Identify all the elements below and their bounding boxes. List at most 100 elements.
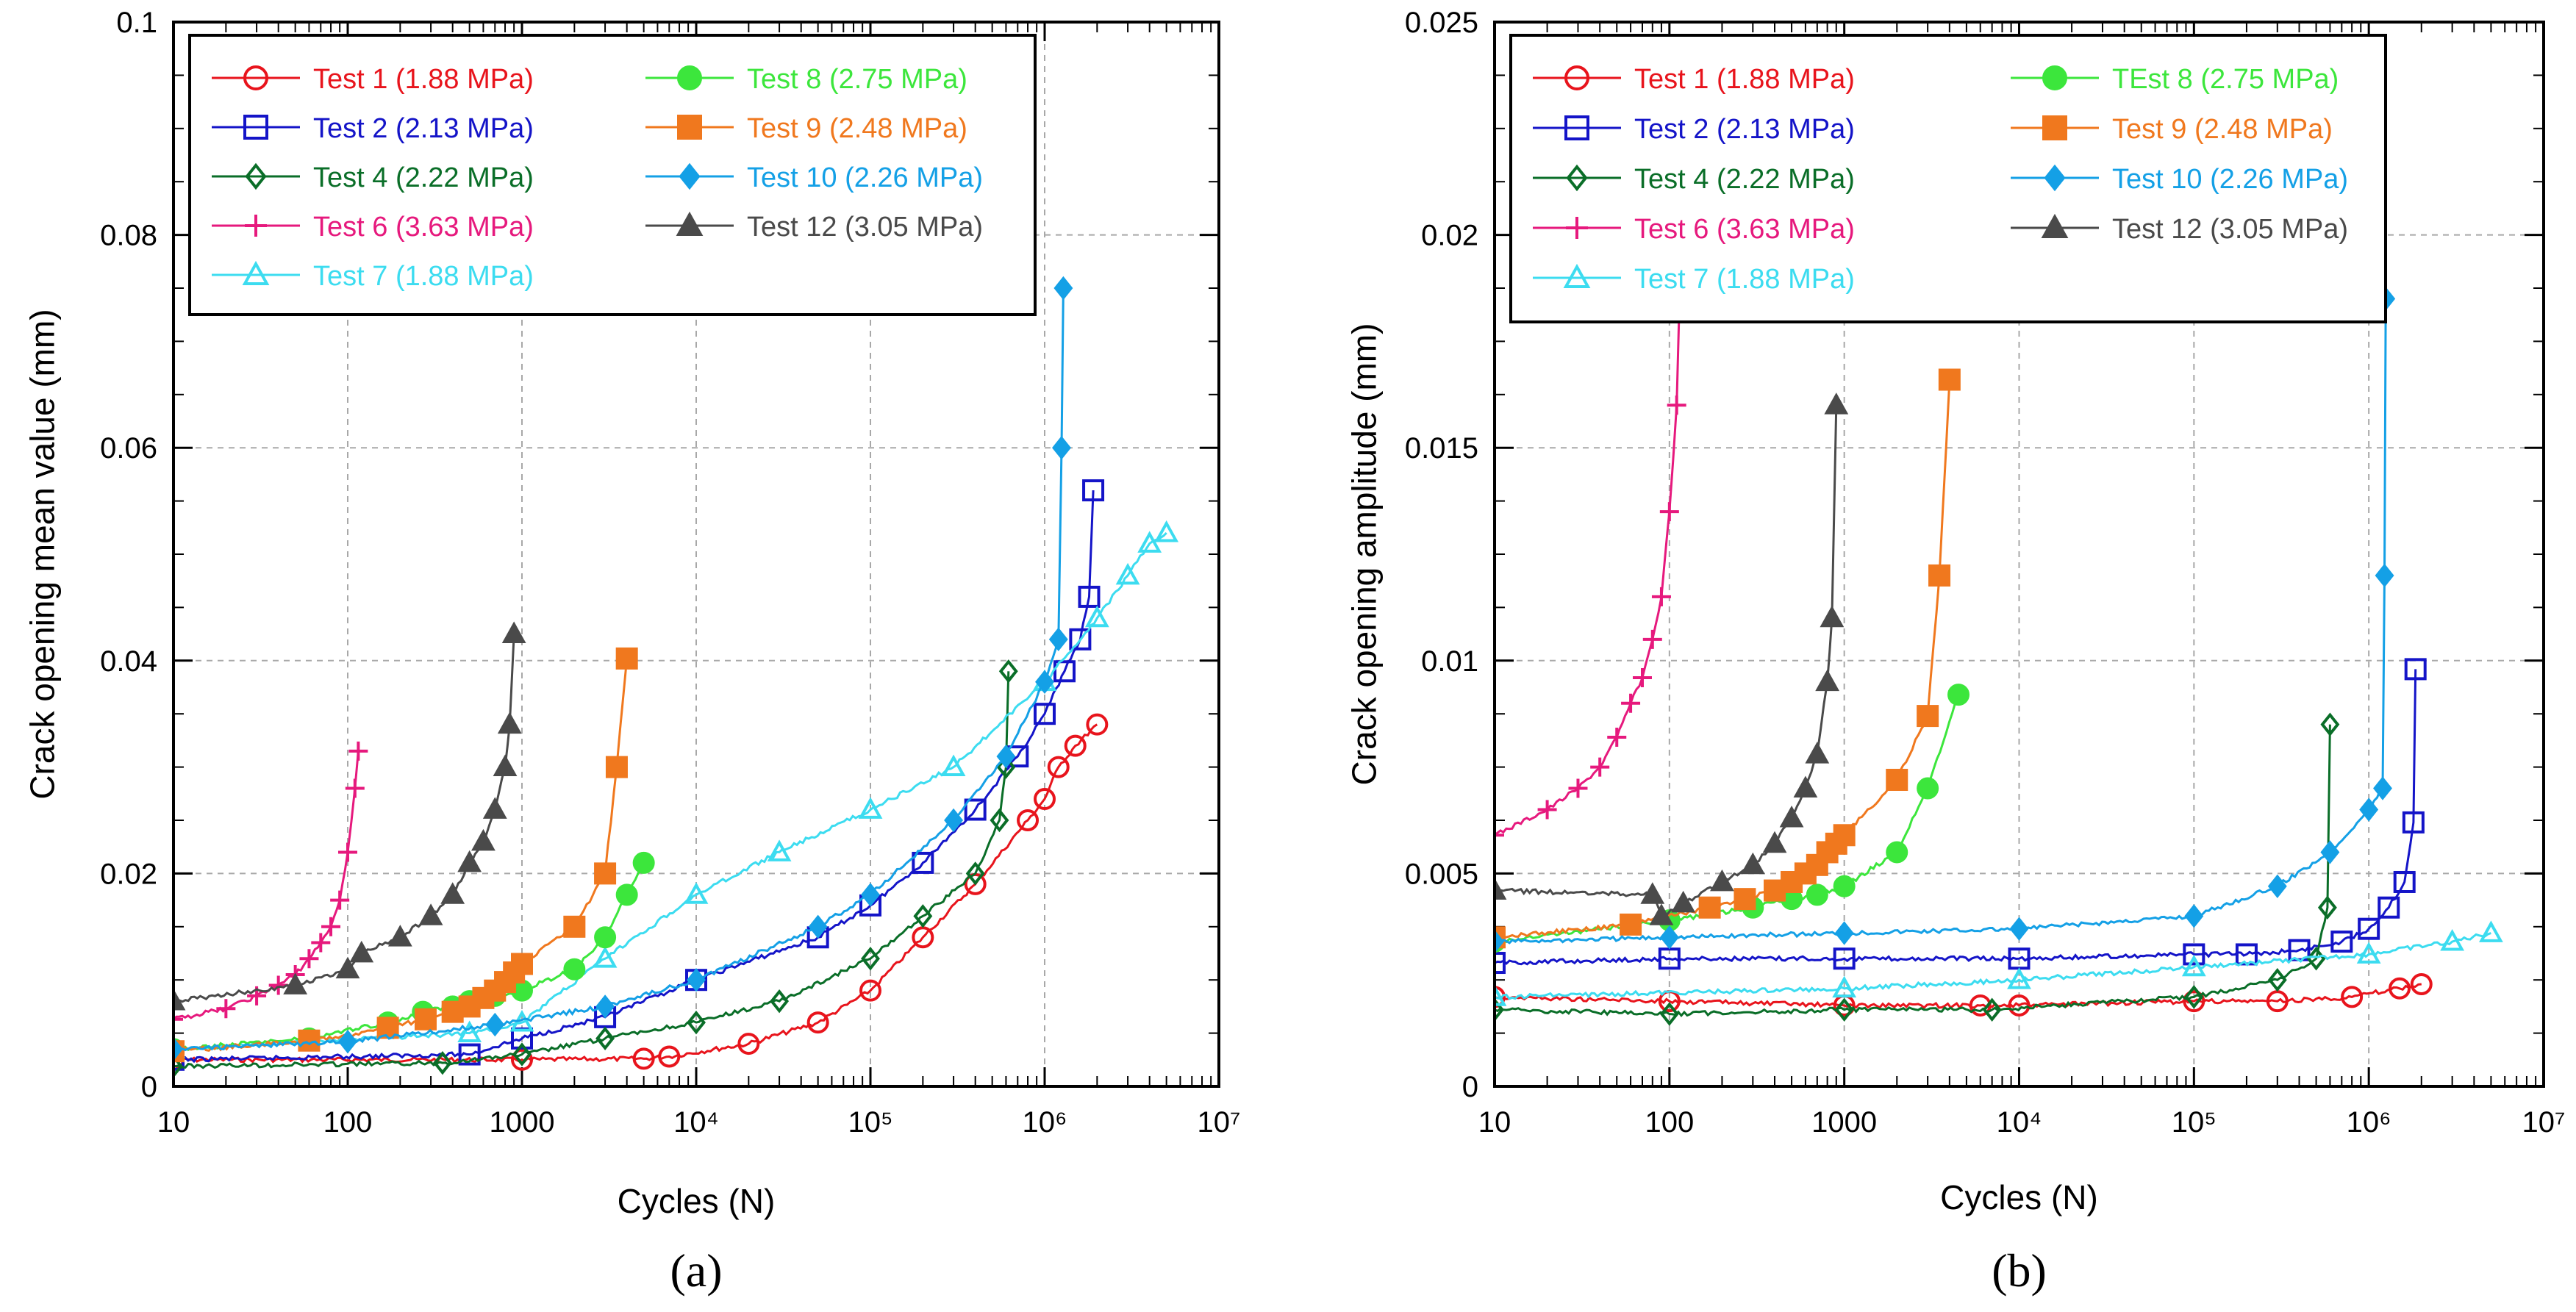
data-point <box>1820 605 1845 628</box>
y-tick-label: 0.02 <box>1421 220 1478 252</box>
legend-item: Test 2 (2.13 MPa) <box>212 113 534 144</box>
x-tick-label: 10⁶ <box>1023 1106 1067 1139</box>
y-tick-label: 0.015 <box>1405 432 1478 465</box>
series-line <box>1495 694 1960 944</box>
data-point <box>173 1037 183 1061</box>
data-point <box>964 798 987 821</box>
data-point <box>2009 917 2029 941</box>
series-8 <box>1495 287 2396 954</box>
data-point <box>1806 883 1828 906</box>
legend-marker <box>243 115 268 140</box>
data-point <box>1115 562 1140 585</box>
legend: Test 1 (1.88 MPa) Test 2 (2.13 MPa) Test 4… <box>188 34 1037 316</box>
series-7 <box>1495 368 1961 949</box>
data-point <box>1734 888 1756 911</box>
legend-item: Test 7 (1.88 MPa) <box>212 260 534 292</box>
data-point <box>998 659 1018 684</box>
data-point <box>913 904 933 928</box>
series-line <box>173 658 629 1053</box>
x-tick-label: 1000 <box>490 1106 555 1139</box>
data-point <box>1833 875 1856 897</box>
data-point <box>1642 629 1662 649</box>
data-point <box>511 1048 533 1071</box>
legend-item: Test 9 (2.48 MPa) <box>2011 114 2333 145</box>
data-point <box>299 949 319 969</box>
series-group <box>1495 268 2503 1026</box>
data-point <box>1017 809 1040 831</box>
legend-box <box>188 34 1037 316</box>
data-point <box>458 1043 481 1066</box>
data-point <box>2008 994 2031 1017</box>
data-point <box>1710 869 1734 892</box>
y-tick-label: 0.025 <box>1405 7 1478 39</box>
data-point <box>1815 669 1840 692</box>
data-point <box>1667 395 1686 415</box>
y-tick-label: 0.06 <box>100 432 157 465</box>
data-point <box>1740 852 1765 875</box>
data-point <box>1034 788 1056 811</box>
data-point <box>512 1042 532 1067</box>
x-tick-label: 10 <box>157 1106 190 1139</box>
data-point <box>2320 712 2340 736</box>
legend-marker <box>679 162 701 190</box>
series-9 <box>1495 392 1849 925</box>
data-point <box>944 808 964 833</box>
series-line <box>173 634 515 1003</box>
data-point <box>1035 670 1054 694</box>
legend-marker <box>1563 263 1591 288</box>
x-tick-label: 100 <box>1645 1106 1694 1139</box>
data-point <box>594 862 617 885</box>
data-point <box>173 989 186 1011</box>
series-7 <box>173 647 638 1063</box>
x-axis-label: Cycles (N) <box>618 1182 776 1220</box>
data-point <box>1495 929 1504 954</box>
data-point <box>632 1047 655 1070</box>
x-tick-label: 1000 <box>1811 1106 1877 1139</box>
series-line <box>173 671 1010 1069</box>
data-point <box>1086 713 1109 736</box>
data-point <box>493 754 518 776</box>
data-point <box>1698 896 1721 919</box>
data-point <box>658 1045 681 1068</box>
y-tick-label: 0.02 <box>100 858 157 890</box>
chart-panel-b: 10 100 1000 10⁴ 10⁵ 10⁶ 10⁷ 0 0.005 0.01 0.015 0.02… <box>1345 7 2566 1297</box>
data-point <box>1640 882 1665 904</box>
data-point <box>497 711 522 734</box>
data-point <box>770 989 790 1014</box>
data-point <box>335 956 360 979</box>
y-tick-label: 0.04 <box>100 645 157 678</box>
data-point <box>767 839 792 861</box>
data-point <box>2375 563 2394 588</box>
data-point <box>1671 890 1696 913</box>
data-point <box>687 967 706 992</box>
data-point <box>1607 728 1627 748</box>
data-point <box>2359 797 2379 822</box>
data-point <box>806 1011 829 1034</box>
plot-frame <box>1493 21 2545 1088</box>
data-point <box>2341 986 2364 1008</box>
x-tick-label: 10⁷ <box>2522 1106 2566 1139</box>
data-point <box>1928 564 1951 587</box>
legend-marker <box>2044 164 2066 192</box>
legend-label: Test 2 (2.13 MPa) <box>1634 114 1855 145</box>
data-point <box>2183 943 2205 966</box>
data-point <box>912 851 934 874</box>
data-point <box>345 778 365 798</box>
data-point <box>511 953 533 975</box>
data-point <box>1495 952 1506 975</box>
series-8 <box>173 276 1073 1061</box>
series-line <box>173 531 1167 1051</box>
data-point <box>1052 435 1071 460</box>
data-point <box>1590 757 1610 777</box>
series-line <box>173 723 1098 1064</box>
legend-label: Test 7 (1.88 MPa) <box>1634 264 1855 295</box>
series-4 <box>173 741 368 1029</box>
legend-item: Test 12 (3.05 MPa) <box>645 211 983 243</box>
legend-label: Test 6 (3.63 MPa) <box>1634 214 1855 245</box>
legend-label: Test 12 (3.05 MPa) <box>747 212 983 243</box>
data-point <box>2317 895 2337 920</box>
series-line <box>1495 277 1681 836</box>
data-point <box>1053 660 1076 683</box>
data-point <box>1659 502 1679 522</box>
